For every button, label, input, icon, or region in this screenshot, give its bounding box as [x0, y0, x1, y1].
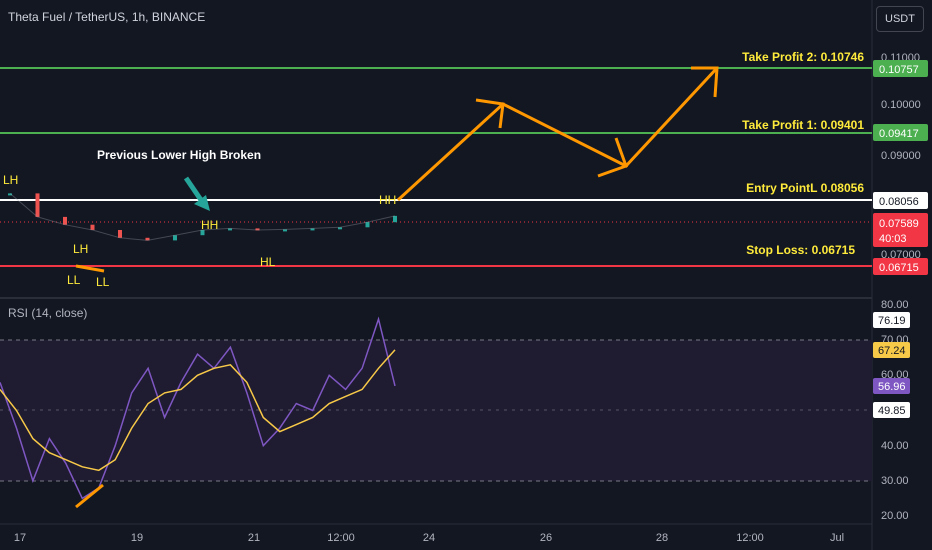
price-candles [8, 193, 397, 241]
rsi-high-text: 76.19 [878, 315, 906, 327]
currency-button[interactable]: USDT [876, 6, 924, 32]
chart-title: Theta Fuel / TetherUS, 1h, BINANCE [8, 10, 206, 24]
price-candle [35, 193, 40, 217]
stop-badge-text: 0.06715 [879, 262, 919, 274]
rsi-low-text: 49.85 [878, 405, 906, 417]
swing-label-lh-1: LH [3, 173, 18, 187]
time-tick-5: 24 [423, 532, 435, 544]
price-candle [365, 222, 370, 228]
rsi-ma-text: 67.24 [878, 345, 906, 357]
swing-label-hh-2: HH [379, 193, 396, 207]
stop-badge [873, 258, 928, 275]
time-tick-1: 17 [14, 532, 26, 544]
price-candle [338, 227, 342, 230]
price-tick-3: 0.09000 [881, 150, 921, 162]
price-tick-2: 0.10000 [881, 99, 921, 111]
rsi-tick-60: 60.00 [881, 369, 909, 381]
swing-label-ll-1: LL [67, 273, 81, 287]
rsi-tick-40: 40.00 [881, 440, 909, 452]
rsi-tick-30: 30.00 [881, 475, 909, 487]
entry-badge-text: 0.08056 [879, 196, 919, 208]
price-candle [393, 215, 397, 223]
take-profit-1-label: Take Profit 1: 0.09401 [742, 118, 864, 132]
rsi-low-badge [873, 402, 910, 418]
price-candle [228, 228, 232, 231]
projection-arrowhead-1-icon [475, 98, 505, 129]
projection-arrowhead-2-icon [597, 137, 628, 178]
current-price-text: 0.07589 [879, 218, 919, 230]
time-tick-9: Jul [830, 532, 844, 544]
time-tick-4: 12:00 [327, 532, 355, 544]
price-candle [200, 230, 205, 236]
rsi-tick-20: 20.00 [881, 510, 909, 522]
price-candle [63, 216, 67, 225]
rsi-value-text: 56.96 [878, 381, 906, 393]
price-candle [173, 235, 177, 241]
tp2-badge-text: 0.10757 [879, 64, 919, 76]
rsi-ma-line [0, 349, 396, 472]
teal-arrow-head-icon [194, 195, 210, 211]
time-tick-3: 21 [248, 532, 260, 544]
rsi-line [0, 316, 396, 500]
swing-label-lh-2: LH [73, 242, 88, 256]
countdown-text: 40:03 [879, 233, 907, 245]
price-candle [145, 237, 150, 241]
price-tick-1: 0.11000 [881, 52, 920, 64]
tp1-badge-text: 0.09417 [879, 128, 919, 140]
price-candle [8, 193, 12, 196]
swing-label-hh-1: HH [201, 218, 218, 232]
rsi-trend-line [75, 483, 104, 509]
price-series-line [9, 193, 396, 241]
tp1-badge [873, 124, 928, 141]
take-profit-2-label: Take Profit 2: 0.10746 [742, 50, 864, 64]
rsi-high-badge [873, 312, 910, 328]
entry-label: Entry PointL 0.08056 [746, 181, 864, 195]
projection-path [396, 66, 719, 202]
time-tick-7: 28 [656, 532, 668, 544]
stop-loss-label: Stop Loss: 0.06715 [746, 243, 855, 257]
rsi-value-badge [873, 378, 910, 394]
price-candle [90, 224, 95, 230]
time-tick-6: 26 [540, 532, 552, 544]
rsi-tick-80: 80.00 [881, 299, 909, 311]
tp2-badge [873, 60, 928, 77]
current-price-badge [873, 213, 928, 247]
time-tick-8: 12:00 [736, 532, 764, 544]
previous-lower-high-note: Previous Lower High Broken [97, 148, 261, 162]
rsi-tick-50: 50.00 [881, 405, 909, 417]
rsi-band [0, 340, 872, 481]
rsi-ma-badge [873, 342, 910, 358]
projection-arrowhead-3-icon [691, 66, 719, 98]
rsi-tick-70: 70.00 [881, 334, 909, 346]
swing-label-ll-2: LL [96, 275, 110, 289]
price-candle [255, 228, 260, 231]
teal-arrow [183, 176, 204, 202]
entry-badge [873, 192, 928, 209]
price-candle [310, 228, 315, 231]
price-tick-4: 0.07000 [881, 249, 921, 261]
lower-low-line [75, 264, 105, 273]
rsi-label: RSI (14, close) [8, 306, 88, 320]
time-tick-2: 19 [131, 532, 143, 544]
swing-label-hl: HL [260, 255, 276, 269]
price-candle [283, 229, 287, 232]
price-candle [118, 230, 122, 238]
